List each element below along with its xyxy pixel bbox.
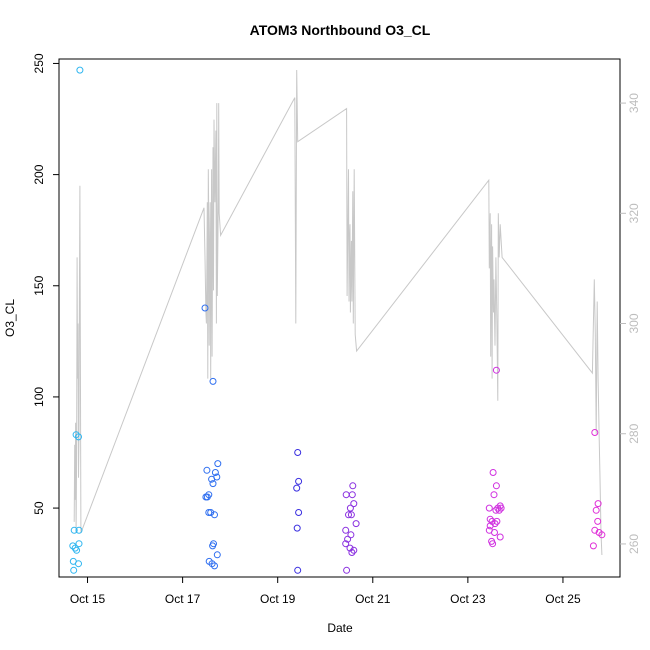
y-axis: 50 100 150 200 250: [32, 53, 59, 515]
data-point: [491, 520, 499, 528]
data-point: [207, 509, 215, 516]
data-point: [496, 533, 504, 541]
data-point: [213, 551, 221, 559]
data-point: [343, 566, 351, 574]
data-point: [346, 504, 354, 512]
right-axis-tick-label: 340: [627, 93, 641, 113]
data-point: [209, 542, 217, 550]
x-axis-label: Date: [327, 621, 353, 635]
data-point: [72, 431, 80, 439]
data-point: [344, 535, 352, 543]
data-point: [346, 544, 354, 552]
right-axis-tick-label: 300: [627, 313, 641, 333]
data-point: [350, 500, 358, 508]
data-point: [489, 540, 497, 548]
y-tick-label: 150: [32, 275, 46, 295]
data-point: [350, 546, 358, 554]
data-point: [70, 566, 78, 574]
data-point: [75, 526, 83, 534]
x-tick-label: Oct 15: [70, 592, 106, 606]
data-point: [342, 540, 350, 548]
data-point: [485, 504, 493, 512]
data-point: [592, 506, 600, 514]
data-point: [489, 469, 497, 476]
y-tick-label: 200: [32, 164, 46, 184]
data-point: [214, 460, 222, 468]
data-point: [75, 540, 83, 548]
x-tick-label: Oct 25: [545, 592, 581, 606]
data-point: [342, 526, 350, 534]
data-point: [209, 480, 217, 488]
x-tick-label: Oct 23: [450, 592, 486, 606]
y-tick-label: 100: [32, 387, 46, 407]
data-point: [293, 524, 301, 532]
data-point: [348, 549, 356, 556]
data-point: [211, 469, 219, 476]
data-point: [203, 493, 211, 501]
data-point: [293, 484, 301, 492]
data-point: [294, 449, 302, 456]
data-point: [347, 511, 355, 519]
chart-title: ATOM3 Northbound O3_CL: [250, 22, 431, 38]
data-point: [75, 433, 82, 441]
data-point: [342, 491, 350, 499]
data-point: [76, 66, 84, 74]
x-tick-label: Oct 19: [260, 592, 296, 606]
right-axis-tick-label: 260: [627, 534, 641, 554]
y-tick-label: 250: [32, 53, 46, 73]
points-layer: [69, 66, 606, 574]
data-point: [211, 511, 218, 519]
x-tick-label: Oct 17: [165, 592, 201, 606]
data-point: [490, 491, 498, 499]
data-point: [211, 562, 218, 570]
right-axis-tick-label: 320: [627, 203, 641, 223]
data-point: [75, 560, 82, 568]
altitude-line: [73, 69, 603, 556]
data-point: [208, 560, 216, 568]
data-point: [294, 566, 302, 574]
data-point: [594, 500, 602, 508]
data-point: [348, 491, 356, 499]
data-point: [486, 515, 494, 523]
data-point: [69, 542, 77, 550]
data-point: [591, 526, 599, 534]
data-point: [345, 511, 352, 519]
data-point: [209, 377, 217, 385]
data-point: [594, 517, 602, 525]
data-point: [295, 477, 303, 485]
data-point: [70, 526, 78, 534]
data-point: [495, 506, 503, 514]
line-layer: [73, 69, 603, 556]
x-tick-label: Oct 21: [355, 592, 391, 606]
data-point: [497, 504, 505, 512]
data-point: [208, 475, 216, 483]
data-point: [492, 482, 500, 490]
x-axis: Oct 15 Oct 17 Oct 19 Oct 21 Oct 23 Oct 25: [70, 577, 581, 606]
data-point: [492, 366, 500, 374]
data-point: [295, 509, 303, 516]
data-point: [352, 520, 360, 528]
plot-frame: [58, 58, 621, 578]
data-point: [589, 542, 597, 550]
data-point: [493, 517, 501, 525]
data-point: [598, 531, 606, 539]
data-point: [205, 509, 213, 516]
data-point: [491, 529, 498, 536]
data-point: [201, 304, 209, 312]
data-point: [203, 466, 211, 474]
data-point: [591, 429, 599, 436]
data-point: [349, 482, 357, 490]
y-axis-label: O3_CL: [3, 299, 17, 337]
y-tick-label: 50: [32, 501, 46, 515]
data-point: [347, 531, 355, 539]
data-point: [73, 546, 81, 554]
right-axis: 260 280 300 320 340: [620, 93, 641, 554]
right-axis-tick-label: 280: [627, 423, 641, 443]
